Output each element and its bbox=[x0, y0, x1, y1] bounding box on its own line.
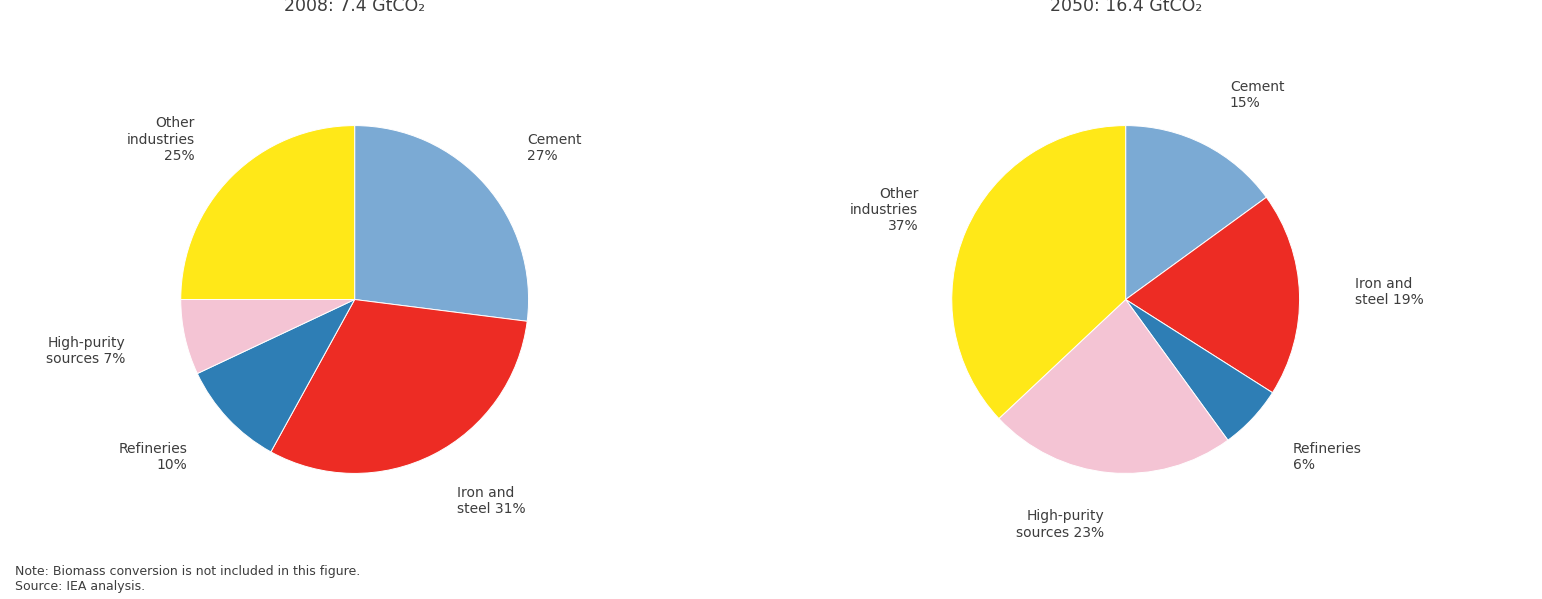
Text: Refineries
6%: Refineries 6% bbox=[1294, 441, 1362, 472]
Text: Other
industries
37%: Other industries 37% bbox=[850, 186, 917, 233]
Text: Cement
27%: Cement 27% bbox=[527, 132, 581, 163]
Wedge shape bbox=[180, 126, 355, 300]
Wedge shape bbox=[1126, 126, 1266, 300]
Text: Iron and
steel 31%: Iron and steel 31% bbox=[458, 486, 526, 516]
Title: 2050: 16.4 GtCO₂: 2050: 16.4 GtCO₂ bbox=[1050, 0, 1201, 14]
Wedge shape bbox=[197, 300, 355, 452]
Wedge shape bbox=[180, 300, 355, 374]
Text: Refineries
10%: Refineries 10% bbox=[119, 441, 187, 472]
Wedge shape bbox=[355, 126, 529, 321]
Wedge shape bbox=[951, 126, 1126, 419]
Text: Cement
15%: Cement 15% bbox=[1231, 80, 1284, 110]
Text: Iron and
steel 19%: Iron and steel 19% bbox=[1355, 277, 1423, 307]
Wedge shape bbox=[999, 300, 1227, 473]
Text: Other
industries
25%: Other industries 25% bbox=[126, 116, 194, 163]
Text: Note: Biomass conversion is not included in this figure.
Source: IEA analysis.: Note: Biomass conversion is not included… bbox=[15, 565, 361, 593]
Wedge shape bbox=[1126, 300, 1272, 440]
Wedge shape bbox=[271, 300, 527, 473]
Title: 2008: 7.4 GtCO₂: 2008: 7.4 GtCO₂ bbox=[284, 0, 426, 14]
Text: High-purity
sources 23%: High-purity sources 23% bbox=[1016, 510, 1104, 540]
Wedge shape bbox=[1126, 197, 1300, 393]
Text: High-purity
sources 7%: High-purity sources 7% bbox=[46, 335, 125, 366]
